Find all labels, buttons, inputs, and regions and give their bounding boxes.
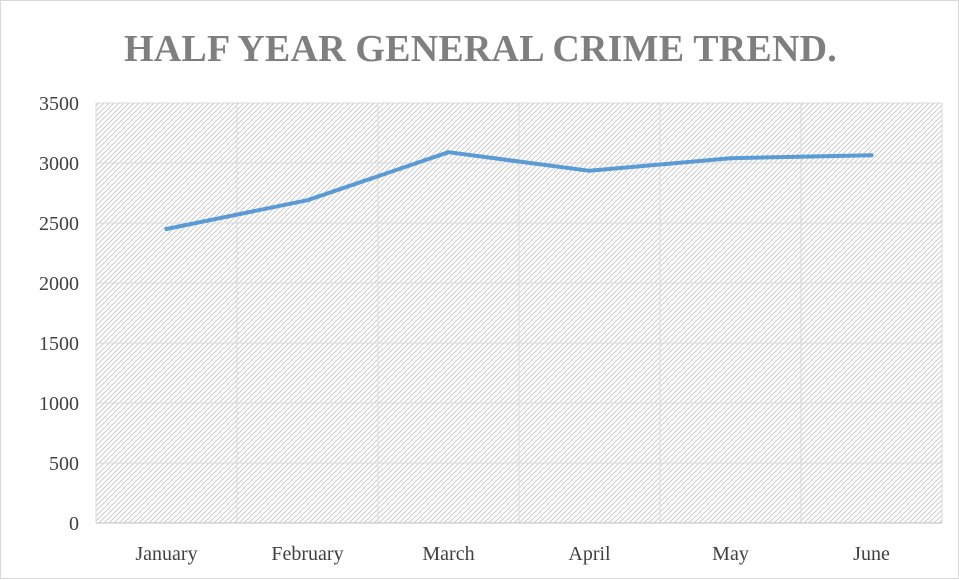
- y-tick-label: 3000: [39, 153, 79, 175]
- data-point: [446, 150, 451, 155]
- x-tick-label: June: [853, 543, 890, 565]
- data-point: [869, 153, 874, 158]
- x-tick-label: January: [135, 543, 197, 565]
- gridlines: [95, 102, 943, 523]
- data-point: [587, 168, 592, 173]
- x-tick-label: March: [422, 543, 474, 565]
- y-tick-label: 0: [69, 513, 79, 535]
- y-tick-label: 3500: [39, 93, 79, 115]
- tick-labels: 0 500 1000 1500 2000 2500 3000 3500 January Febru…: [39, 93, 890, 565]
- series-layer: [164, 150, 874, 231]
- data-point: [305, 198, 310, 203]
- x-tick-label: February: [271, 543, 343, 565]
- y-tick-label: 1000: [39, 393, 79, 415]
- x-tick-label: April: [568, 543, 611, 565]
- y-tick-label: 2000: [39, 273, 79, 295]
- data-point: [728, 156, 733, 161]
- y-tick-label: 500: [49, 453, 79, 475]
- data-point: [164, 227, 169, 231]
- chart-title: HALF YEAR GENERAL CRIME TREND.: [124, 28, 837, 70]
- series-line: [164, 150, 874, 231]
- y-tick-label: 1500: [39, 333, 79, 355]
- y-tick-label: 2500: [39, 213, 79, 235]
- x-tick-label: May: [712, 543, 749, 565]
